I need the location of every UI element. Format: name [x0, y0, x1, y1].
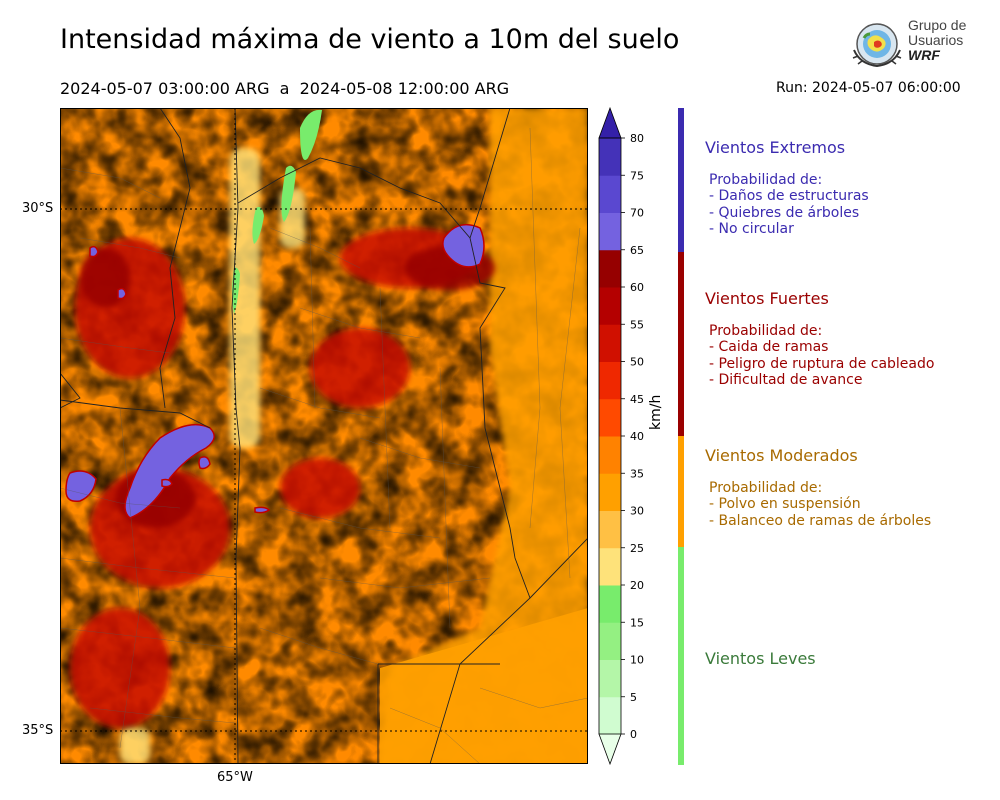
moderate-category-bar: [678, 436, 684, 547]
colorbar-tick-label: 40: [630, 430, 644, 443]
run-timestamp: Run: 2024-05-07 06:00:00: [776, 80, 961, 96]
lat-label-35s: 35°S: [22, 723, 54, 738]
category-desc-moderate: Probabilidad de: - Polvo en suspensión -…: [709, 480, 931, 529]
graticule: [60, 108, 588, 764]
desc-line: - Polvo en suspensión: [709, 496, 861, 513]
desc-line: - Caida de ramas: [709, 339, 829, 356]
colorbar-upper-extension: [598, 106, 622, 139]
colorbar-band: [599, 287, 621, 325]
light-wind-areas: [232, 109, 322, 314]
logo-line-2: Usuarios: [908, 32, 964, 48]
colorbar-tick-label: 45: [630, 393, 644, 406]
department-boundaries: [60, 127, 588, 764]
colorbar-band: [599, 585, 621, 623]
lon-label-65w: 65°W: [217, 770, 253, 785]
desc-line: - Dificultad de avance: [709, 371, 863, 388]
desc-line: - Balanceo de ramas de árboles: [709, 512, 932, 529]
colorbar-band: [599, 510, 621, 549]
colorbar-tick-label: 75: [630, 169, 644, 182]
colorbar-tick-label: 35: [630, 467, 644, 480]
colorbar-band: [599, 473, 621, 511]
colorbar-tick-label: 50: [630, 356, 644, 369]
category-title-light: Vientos Leves: [705, 649, 816, 668]
extreme-category-bar: [678, 108, 684, 252]
colorbar-tick-label: 55: [630, 318, 644, 331]
colorbar-band: [599, 398, 621, 437]
colorbar-tick-label: 10: [630, 654, 644, 667]
desc-line: - Daños de estructuras: [709, 188, 869, 205]
colorbar-tick-label: 60: [630, 281, 644, 294]
category-title-extreme: Vientos Extremos: [705, 138, 846, 157]
colorbar-unit-label: km/h: [648, 394, 664, 430]
colorbar-tick-label: 80: [630, 132, 644, 145]
desc-line: Probabilidad de:: [709, 323, 823, 339]
colorbar-band: [599, 547, 621, 586]
colorbar-band: [599, 175, 621, 213]
desc-line: - Peligro de ruptura de cableado: [709, 355, 935, 372]
globe-logo-icon: [852, 23, 902, 68]
colorbar-tick-label: 20: [630, 579, 644, 592]
desc-line: Probabilidad de:: [709, 480, 823, 496]
colorbar-tick-label: 0: [630, 728, 637, 741]
colorbar: 0 5 10 15 20 25 30 35 40 45 50 55 60 65 70 75 80: [598, 106, 644, 766]
category-desc-extreme: Probabilidad de: - Daños de estructuras …: [709, 172, 869, 237]
desc-line: Probabilidad de:: [709, 172, 823, 188]
colorbar-band: [599, 622, 621, 660]
colorbar-band: [599, 212, 621, 251]
colorbar-band: [599, 138, 621, 176]
province-boundaries: [60, 108, 588, 764]
logo-line-1: Grupo de: [908, 17, 967, 33]
logo-line-3: WRF: [908, 47, 940, 63]
colorbar-tick-label: 25: [630, 542, 644, 555]
light-category-bar: [678, 547, 684, 765]
category-desc-strong: Probabilidad de: - Caida de ramas - Peli…: [709, 323, 934, 388]
colorbar-band: [599, 361, 621, 400]
colorbar-tick-label: 15: [630, 616, 644, 629]
lat-label-30s: 30°S: [22, 201, 54, 216]
colorbar-band: [599, 324, 621, 362]
wind-map: [60, 108, 588, 764]
colorbar-band: [599, 436, 621, 474]
extreme-wind-areas: [65, 223, 485, 519]
strong-category-bar: [678, 252, 684, 436]
colorbar-band: [599, 659, 621, 698]
colorbar-band: [599, 696, 621, 735]
forecast-period: 2024-05-07 03:00:00 ARG a 2024-05-08 12:…: [60, 79, 510, 98]
desc-line: - Quiebres de árboles: [709, 204, 860, 221]
category-title-strong: Vientos Fuertes: [705, 289, 829, 308]
colorbar-tick-label: 5: [630, 691, 637, 704]
wrf-logo: Grupo de Usuarios WRF: [848, 16, 988, 74]
colorbar-tick-label: 30: [630, 505, 644, 518]
colorbar-lower-extension: [598, 733, 622, 766]
desc-line: - No circular: [709, 220, 794, 237]
map-title: Intensidad máxima de viento a 10m del su…: [60, 24, 680, 55]
colorbar-band: [599, 249, 621, 288]
colorbar-tick-label: 65: [630, 244, 644, 257]
category-title-moderate: Vientos Moderados: [705, 446, 858, 465]
colorbar-tick-label: 70: [630, 207, 644, 220]
